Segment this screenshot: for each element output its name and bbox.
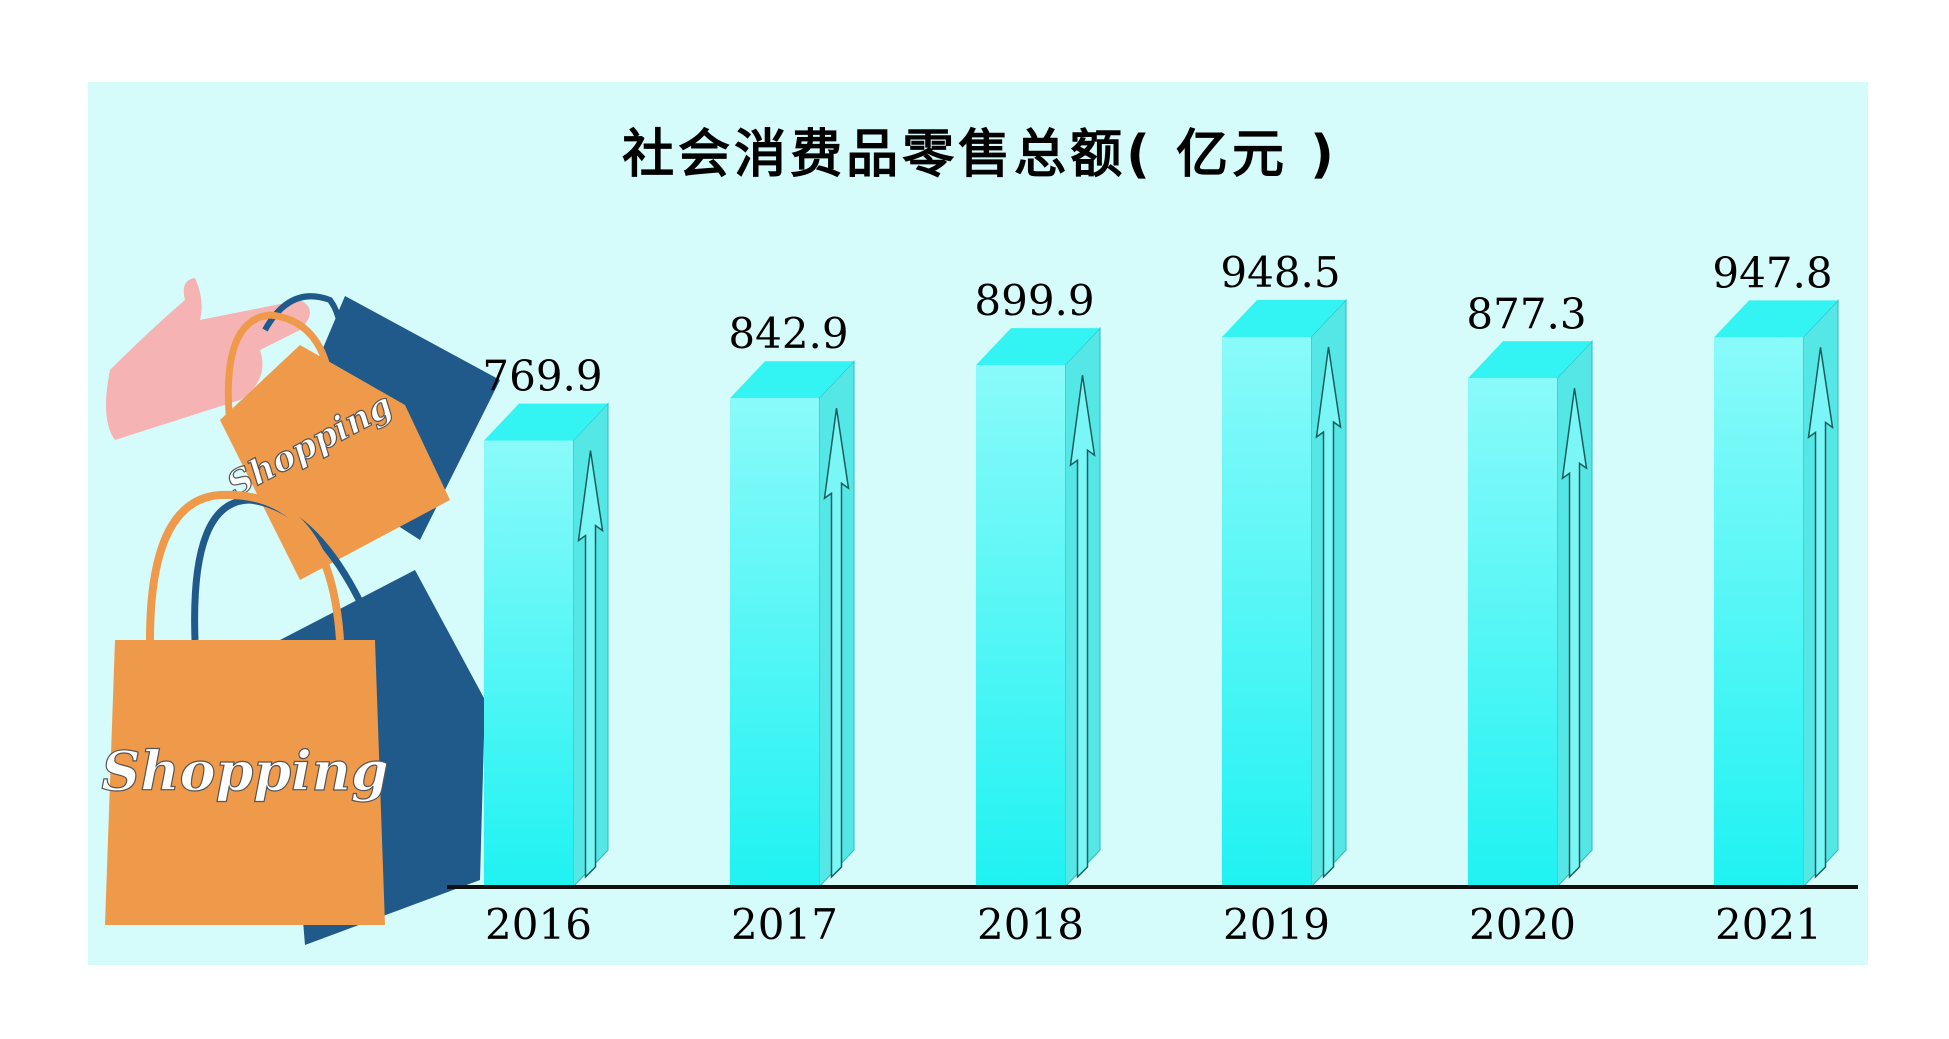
bar-top bbox=[1714, 300, 1838, 338]
shopping-illustration: Shopping Shopping bbox=[101, 278, 500, 945]
value-label: 947.8 bbox=[1712, 248, 1832, 297]
bar bbox=[976, 365, 1065, 887]
bar bbox=[484, 440, 573, 887]
bar bbox=[1222, 337, 1311, 887]
x-tick-label: 2016 bbox=[485, 900, 592, 949]
value-label: 948.5 bbox=[1220, 248, 1340, 297]
bar-arrow bbox=[577, 450, 604, 879]
value-label: 899.9 bbox=[974, 276, 1094, 325]
bar-arrow bbox=[823, 408, 850, 879]
value-label: 877.3 bbox=[1466, 289, 1586, 338]
x-tick-label: 2018 bbox=[977, 900, 1084, 949]
bar bbox=[1714, 337, 1803, 888]
bar-arrow bbox=[1807, 347, 1834, 879]
bar-arrow bbox=[1069, 375, 1096, 879]
value-label: 769.9 bbox=[482, 352, 602, 401]
bar-top bbox=[1468, 341, 1592, 379]
bar-arrow bbox=[1561, 388, 1588, 879]
bar-top bbox=[730, 361, 854, 399]
x-tick-label: 2020 bbox=[1469, 900, 1576, 949]
x-tick-label: 2019 bbox=[1223, 900, 1330, 949]
bar-top bbox=[484, 403, 608, 441]
x-tick-label: 2021 bbox=[1715, 900, 1822, 949]
bar-top bbox=[1222, 300, 1346, 337]
x-tick-label: 2017 bbox=[731, 900, 838, 949]
chart-title: 社会消费品零售总额( 亿元 ) bbox=[622, 125, 1338, 185]
value-label: 842.9 bbox=[728, 309, 848, 358]
bar bbox=[1468, 378, 1557, 887]
bar bbox=[730, 398, 819, 887]
bar-top bbox=[976, 328, 1100, 366]
bag-label: Shopping bbox=[101, 739, 388, 803]
bar-arrow bbox=[1315, 346, 1342, 879]
